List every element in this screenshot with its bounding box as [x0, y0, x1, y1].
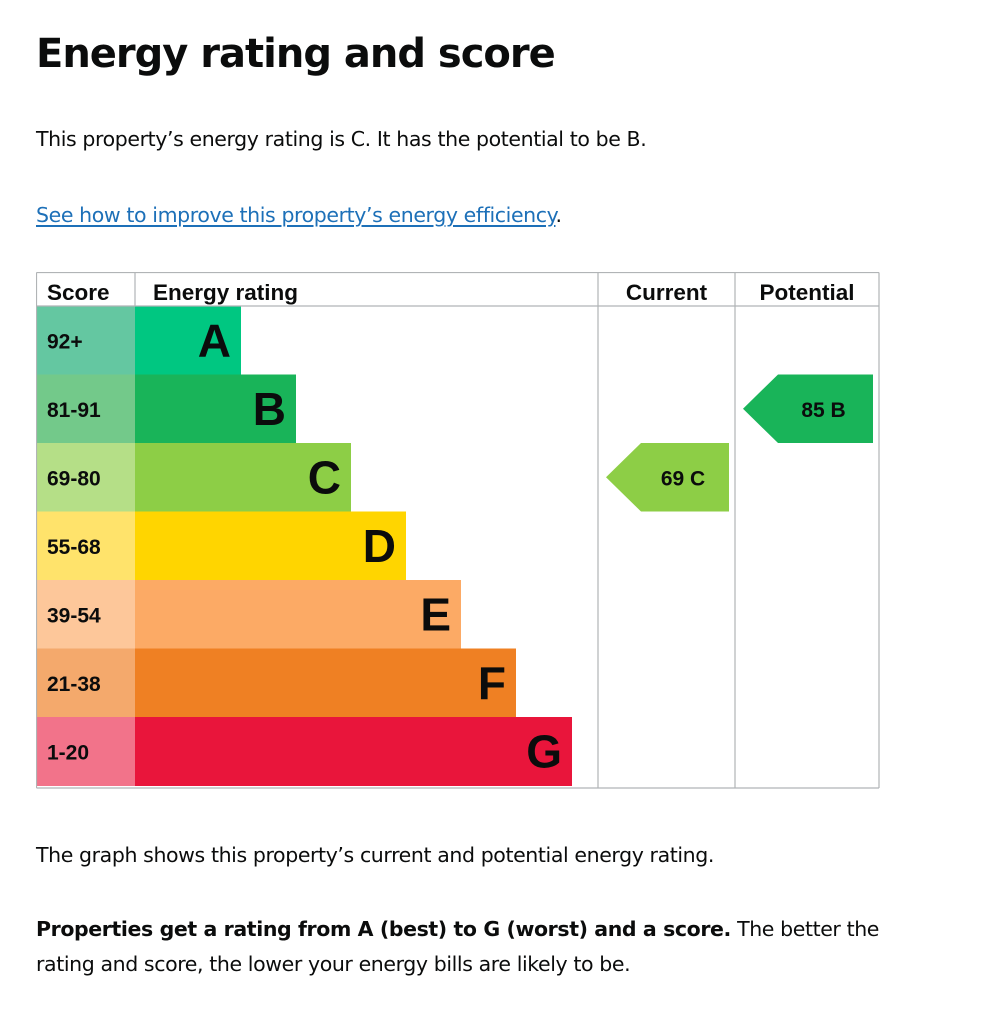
rating-bar-d	[135, 511, 406, 581]
rating-bar-f	[135, 648, 516, 718]
score-cell-c	[36, 443, 135, 512]
potential-rating-arrow	[743, 374, 873, 443]
score-range-g: 1-20	[47, 741, 89, 764]
score-range-f: 21-38	[47, 673, 101, 696]
link-suffix: .	[555, 203, 562, 227]
energy-rating-summary: This property’s energy rating is C. It h…	[36, 127, 647, 151]
rating-letter-a: A	[198, 314, 231, 366]
score-range-d: 55-68	[47, 536, 101, 559]
rating-explanation: Properties get a rating from A (best) to…	[36, 912, 896, 982]
rating-explanation-rest: The better the rating and score, the low…	[36, 917, 880, 976]
rating-bar-c	[135, 443, 351, 512]
score-cell-g	[36, 717, 135, 786]
rating-letter-b: B	[253, 383, 286, 435]
header-score: Score	[47, 280, 110, 305]
rating-letter-c: C	[308, 451, 341, 503]
score-range-c: 69-80	[47, 467, 101, 490]
score-cell-a	[36, 306, 135, 375]
rating-letter-d: D	[363, 520, 396, 572]
rating-bar-b	[135, 374, 296, 444]
rating-bar-e	[135, 580, 461, 649]
improve-efficiency-link[interactable]: See how to improve this property’s energ…	[36, 203, 556, 227]
current-rating-label: 69 C	[661, 467, 705, 490]
improve-link-paragraph: See how to improve this property’s energ…	[36, 198, 936, 233]
header-energy-rating: Energy rating	[153, 280, 298, 305]
page-title: Energy rating and score	[36, 31, 556, 77]
score-range-a: 92+	[47, 330, 83, 353]
potential-rating-label: 85 B	[801, 399, 845, 422]
rating-bar-a	[135, 306, 241, 375]
graph-description: The graph shows this property’s current …	[36, 843, 714, 867]
rating-letter-g: G	[526, 725, 562, 777]
score-cell-f	[36, 648, 135, 718]
rating-bar-g	[135, 717, 572, 786]
score-range-e: 39-54	[47, 604, 101, 627]
score-cell-e	[36, 580, 135, 649]
header-current: Current	[626, 280, 708, 305]
score-cell-b	[36, 374, 135, 444]
score-cell-d	[36, 511, 135, 581]
energy-rating-chart: 92+ A 81-91 B 69-80 C 55-68 D 39-54 E 21-38 F 1-20 G S…	[36, 272, 880, 789]
rating-letter-e: E	[420, 588, 451, 640]
rating-explanation-bold: Properties get a rating from A (best) to…	[36, 917, 731, 941]
rating-letter-f: F	[478, 657, 506, 709]
score-range-b: 81-91	[47, 399, 101, 422]
current-rating-arrow	[606, 443, 729, 512]
header-potential: Potential	[759, 280, 854, 305]
